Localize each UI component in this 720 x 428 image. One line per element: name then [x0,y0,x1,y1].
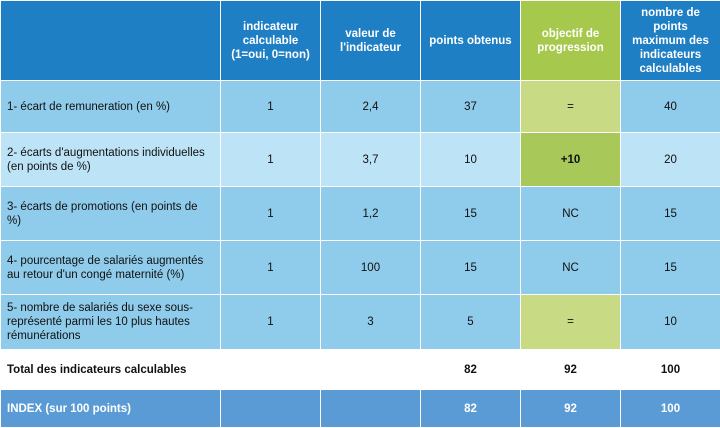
cell-calculable: 1 [221,295,321,350]
cell-max: 15 [621,187,720,241]
header-points-maximum: nombre de points maximum des indicateurs… [621,1,720,81]
cell-points: 15 [421,187,521,241]
cell-objectif: NC [521,187,621,241]
cell-valeur: 2,4 [321,81,421,133]
cell-valeur: 3 [321,295,421,350]
total-label: Total des indicateurs calculables [1,350,221,390]
index-max: 100 [621,390,720,428]
cell-max: 20 [621,133,720,187]
cell-valeur: 1,2 [321,187,421,241]
cell-objectif: +10 [521,133,621,187]
table-row: 5- nombre de salariés du sexe sous-repré… [1,295,720,350]
cell-max: 40 [621,81,720,133]
index-objectif: 92 [521,390,621,428]
row-label: 1- écart de remuneration (en %) [1,81,221,133]
cell-points: 37 [421,81,521,133]
row-label: 5- nombre de salariés du sexe sous-repré… [1,295,221,350]
table-row: 1- écart de remuneration (en %) 1 2,4 37… [1,81,720,133]
cell-objectif: NC [521,241,621,295]
header-row: indicateur calculable (1=oui, 0=non) val… [1,1,720,81]
total-objectif: 92 [521,350,621,390]
cell-points: 10 [421,133,521,187]
cell-calculable: 1 [221,133,321,187]
cell-max: 15 [621,241,720,295]
cell-objectif: = [521,295,621,350]
index-row: INDEX (sur 100 points) 82 92 100 [1,390,720,428]
index-label: INDEX (sur 100 points) [1,390,221,428]
header-indicateur-calculable: indicateur calculable (1=oui, 0=non) [221,1,321,81]
row-label: 4- pourcentage de salariés augmentés au … [1,241,221,295]
header-valeur-indicateur: valeur de l'indicateur [321,1,421,81]
table-row: 4- pourcentage de salariés augmentés au … [1,241,720,295]
row-label: 3- écarts de promotions (en points de %) [1,187,221,241]
total-empty-cell [321,350,421,390]
cell-calculable: 1 [221,241,321,295]
cell-points: 5 [421,295,521,350]
header-objectif-progression: objectif de progression [521,1,621,81]
cell-calculable: 1 [221,187,321,241]
cell-max: 10 [621,295,720,350]
cell-objectif: = [521,81,621,133]
cell-calculable: 1 [221,81,321,133]
header-empty-cell [1,1,221,81]
index-empty-cell [221,390,321,428]
total-points: 82 [421,350,521,390]
table-row: 2- écarts d'augmentations individuelles … [1,133,720,187]
cell-points: 15 [421,241,521,295]
total-empty-cell [221,350,321,390]
table-row: 3- écarts de promotions (en points de %)… [1,187,720,241]
header-points-obtenus: points obtenus [421,1,521,81]
total-row: Total des indicateurs calculables 82 92 … [1,350,720,390]
total-max: 100 [621,350,720,390]
row-label: 2- écarts d'augmentations individuelles … [1,133,221,187]
index-empty-cell [321,390,421,428]
cell-valeur: 3,7 [321,133,421,187]
index-points: 82 [421,390,521,428]
cell-valeur: 100 [321,241,421,295]
